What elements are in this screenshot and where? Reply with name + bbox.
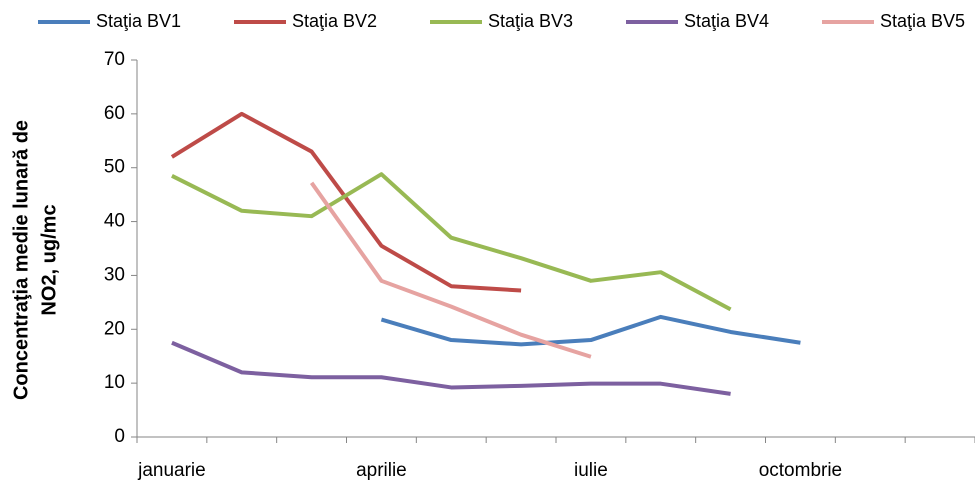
y-tick-label: 70 (104, 49, 125, 70)
y-tick-label: 30 (104, 264, 125, 285)
series-line (171, 172, 732, 312)
series-line (171, 340, 731, 396)
y-tick-label: 10 (104, 372, 125, 393)
y-tick-label: 40 (104, 211, 125, 232)
series-line (380, 314, 801, 347)
y-tick-label: 50 (104, 157, 125, 178)
y-tick-label: 20 (104, 318, 125, 339)
legend-label: Staţia BV4 (684, 11, 769, 31)
series-line (309, 181, 592, 359)
x-tick-label: aprilie (356, 460, 407, 481)
y-tick-label: 60 (104, 103, 125, 124)
legend-label: Staţia BV1 (96, 11, 181, 31)
x-tick-label: iulie (574, 460, 608, 481)
y-axis-label: NO2, ug/mc (38, 204, 60, 315)
legend-label: Staţia BV2 (292, 11, 377, 31)
legend-label: Staţia BV3 (488, 11, 573, 31)
legend-label: Staţia BV5 (880, 11, 965, 31)
x-tick-label: octombrie (759, 460, 842, 481)
x-tick-label: januarie (137, 460, 206, 481)
series-line (170, 111, 522, 293)
y-axis-label: Concentraţia medie lunară de (10, 120, 32, 400)
y-tick-label: 0 (114, 426, 125, 447)
